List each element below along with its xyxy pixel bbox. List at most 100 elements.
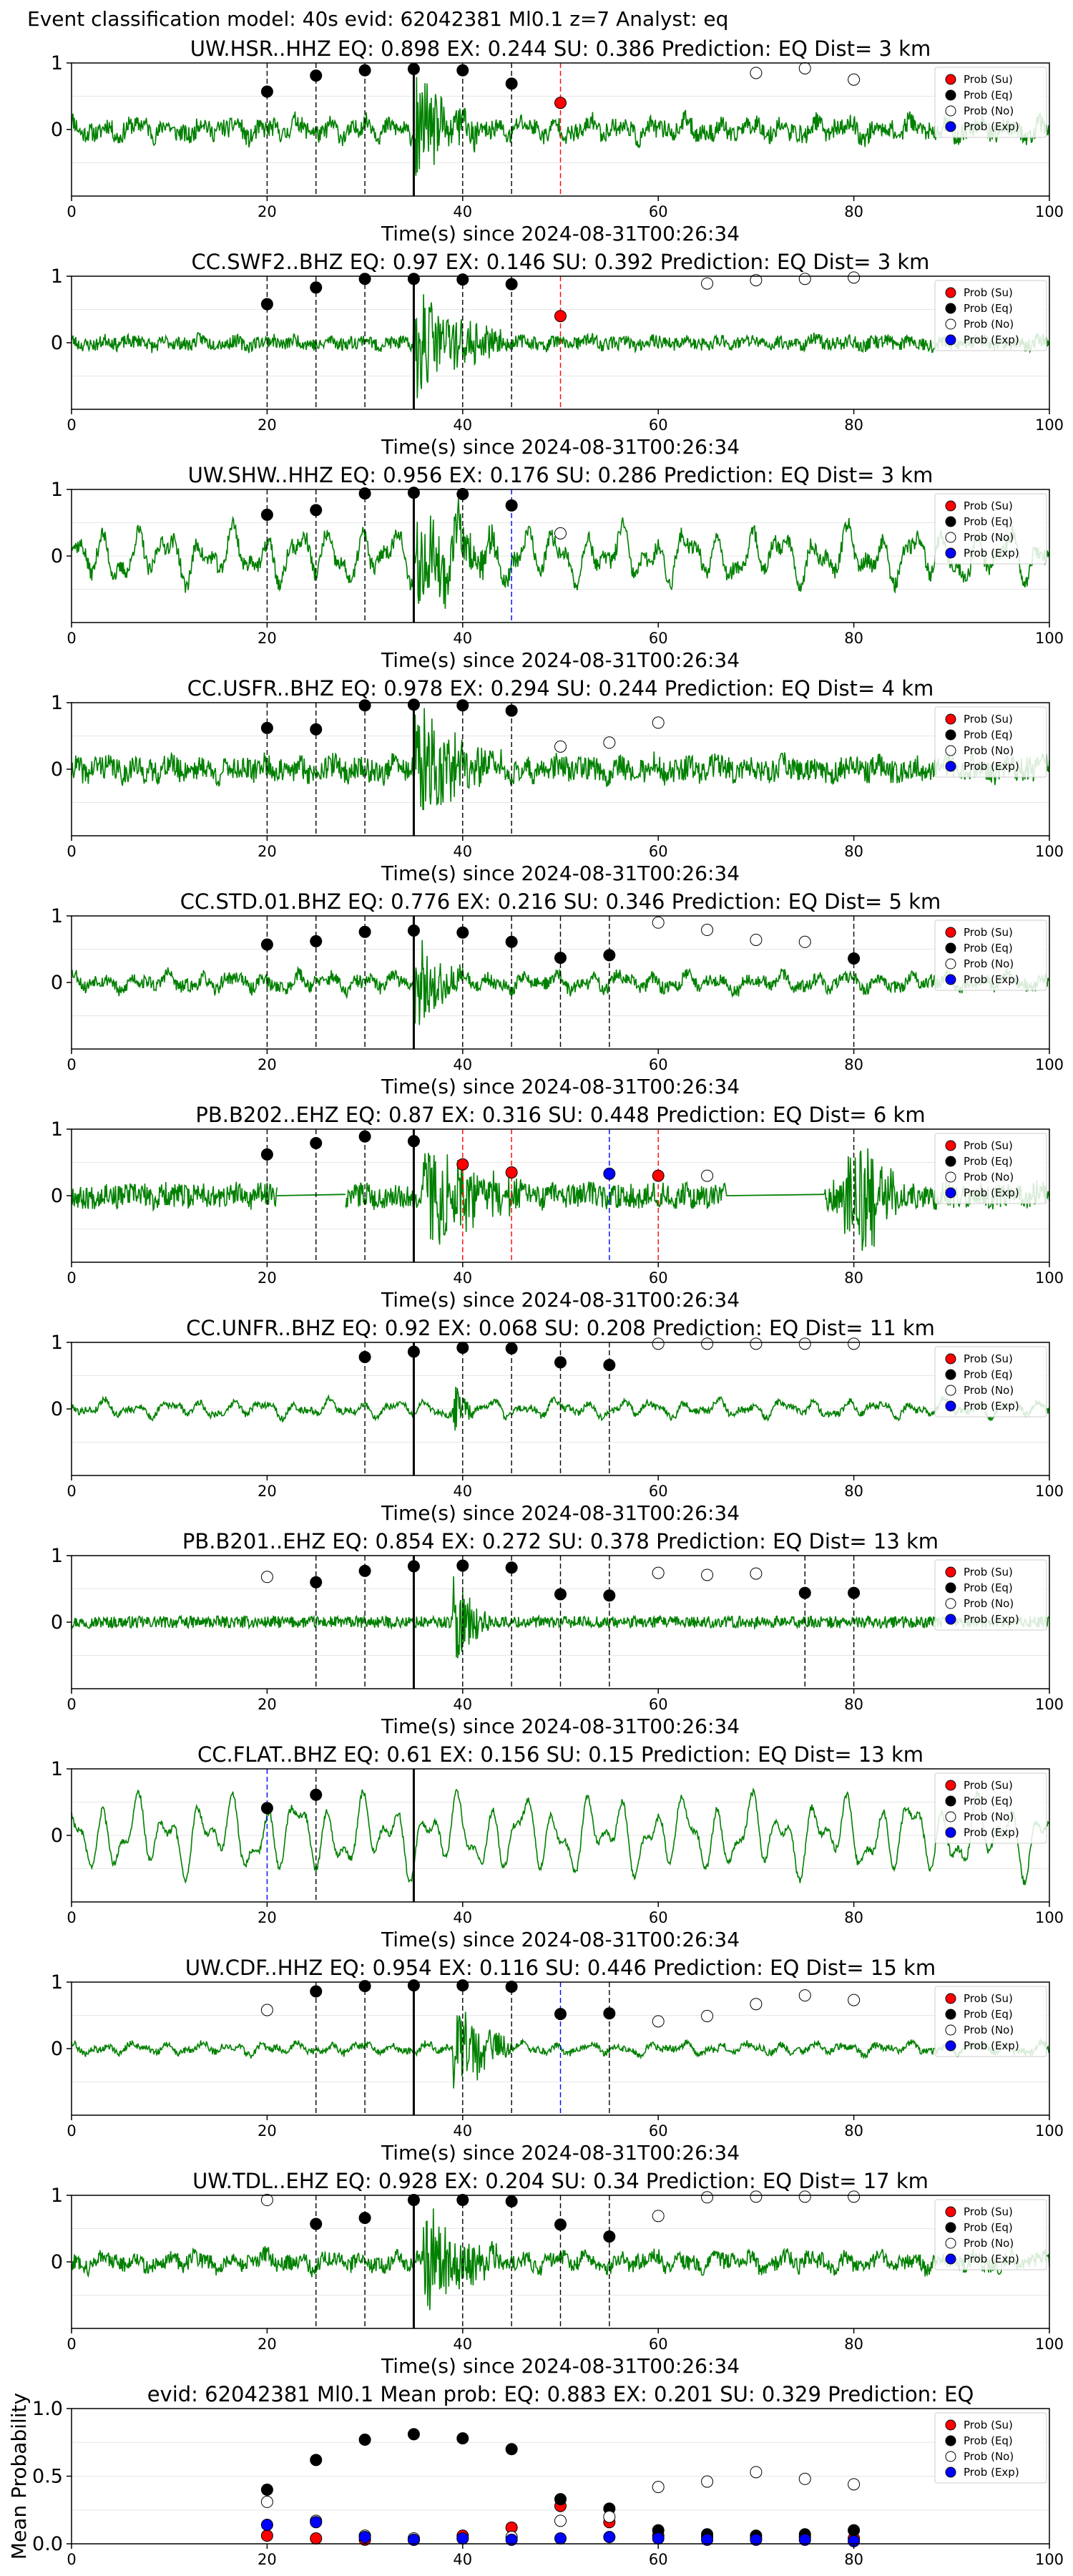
probability-point — [407, 2194, 420, 2207]
legend-label: Prob (Su) — [964, 1352, 1013, 1365]
station-panel: UW.SHW..HHZ EQ: 0.956 EX: 0.176 SU: 0.28… — [51, 463, 1064, 672]
station-panel: UW.CDF..HHZ EQ: 0.954 EX: 0.116 SU: 0.44… — [51, 1956, 1064, 2165]
legend-marker — [945, 1140, 956, 1151]
x-tick-label: 60 — [649, 2122, 668, 2140]
legend-marker — [945, 974, 956, 985]
legend-box — [934, 919, 1047, 991]
legend-label: Prob (Su) — [964, 1139, 1013, 1152]
x-tick-label: 80 — [844, 1483, 863, 1500]
probability-point — [456, 64, 469, 77]
x-axis-label: Time(s) since 2024-08-31T00:26:34 — [381, 1928, 740, 1951]
legend-marker — [945, 1187, 956, 1199]
x-tick-label: 20 — [258, 630, 277, 647]
legend-marker — [945, 2451, 956, 2462]
probability-point — [407, 1560, 420, 1573]
probability-point — [798, 1586, 811, 1599]
probability-point — [603, 1589, 616, 1602]
panel-title: CC.USFR..BHZ EQ: 0.978 EX: 0.294 SU: 0.2… — [187, 676, 934, 701]
x-axis-label: Time(s) since 2024-08-31T00:26:34 — [381, 435, 740, 459]
x-axis-label: Time(s) since 2024-08-31T00:26:34 — [381, 862, 740, 885]
panel-title: CC.UNFR..BHZ EQ: 0.92 EX: 0.068 SU: 0.20… — [186, 1316, 935, 1340]
probability-point — [554, 2008, 567, 2021]
legend-marker — [945, 1369, 956, 1380]
probability-point — [310, 504, 323, 517]
probability-point — [310, 1788, 323, 1801]
y-tick-label: 1 — [51, 1758, 63, 1780]
waveform-trace — [71, 1787, 1050, 1885]
probability-point — [701, 277, 714, 290]
probability-point — [603, 949, 616, 962]
station-panel: PB.B202..EHZ EQ: 0.87 EX: 0.316 SU: 0.44… — [51, 1103, 1064, 1312]
y-tick-label: 1.0 — [32, 2398, 63, 2420]
mean-prob-point — [554, 2532, 567, 2545]
legend-label: Prob (Eq) — [964, 515, 1013, 528]
x-tick-label: 0 — [67, 2122, 76, 2140]
probability-point — [260, 508, 273, 521]
legend-marker — [945, 1156, 956, 1167]
x-tick-label: 100 — [1035, 1909, 1064, 1926]
probability-point — [358, 64, 371, 77]
mean-prob-point — [848, 2478, 861, 2491]
legend-marker — [945, 729, 956, 741]
panel-title: UW.CDF..HHZ EQ: 0.954 EX: 0.116 SU: 0.44… — [185, 1956, 936, 1980]
x-tick-label: 0 — [67, 1056, 76, 1073]
legend-label: Prob (Exp) — [964, 1186, 1019, 1199]
x-tick-label: 100 — [1035, 1483, 1064, 1500]
legend-label: Prob (No) — [964, 318, 1014, 331]
legend-marker — [945, 2238, 956, 2249]
x-tick-label: 80 — [844, 1056, 863, 1073]
legend-label: Prob (Exp) — [964, 1400, 1019, 1413]
x-tick-label: 80 — [844, 1909, 863, 1926]
probability-point — [848, 1337, 861, 1350]
probability-point — [407, 1979, 420, 1992]
probability-point — [505, 1981, 518, 1994]
station-panel: CC.UNFR..BHZ EQ: 0.92 EX: 0.068 SU: 0.20… — [51, 1316, 1064, 1525]
probability-point — [652, 1169, 665, 1182]
legend-box — [934, 1986, 1047, 2057]
legend-box — [934, 493, 1047, 565]
legend-marker — [945, 1795, 956, 1807]
probability-point — [750, 933, 763, 946]
mean-prob-point — [456, 2432, 469, 2445]
probability-point — [554, 97, 567, 109]
legend-marker — [945, 927, 956, 938]
mean-prob-point — [505, 2533, 518, 2546]
legend-marker — [945, 958, 956, 970]
legend-label: Prob (Su) — [964, 286, 1013, 299]
probability-point — [554, 1356, 567, 1369]
x-axis-label: Time(s) since 2024-08-31T00:26:34 — [381, 2354, 740, 2378]
x-tick-label: 80 — [844, 843, 863, 860]
legend-label: Prob (No) — [964, 1597, 1014, 1610]
mean-prob-point — [260, 2483, 273, 2496]
probability-point — [505, 1342, 518, 1355]
x-tick-label: 40 — [453, 2336, 472, 2353]
probability-point — [358, 925, 371, 938]
x-tick-label: 40 — [453, 1909, 472, 1926]
x-tick-label: 20 — [258, 1696, 277, 1713]
legend-label: Prob (Su) — [964, 1779, 1013, 1792]
x-tick-label: 60 — [649, 843, 668, 860]
mean-prob-point — [652, 2532, 665, 2545]
legend-marker — [945, 1993, 956, 2004]
legend-marker — [945, 121, 956, 132]
x-tick-label: 0 — [67, 1696, 76, 1713]
probability-point — [260, 298, 273, 311]
mean-prob-point — [652, 2481, 665, 2494]
legend-marker — [945, 2419, 956, 2431]
x-tick-label: 60 — [649, 416, 668, 434]
x-tick-label: 60 — [649, 2336, 668, 2353]
x-tick-label: 20 — [258, 203, 277, 220]
probability-point — [260, 721, 273, 734]
probability-point — [848, 1994, 861, 2006]
probability-point — [456, 273, 469, 286]
legend-marker — [945, 2040, 956, 2051]
mean-prob-point — [750, 2466, 763, 2479]
probability-point — [456, 699, 469, 712]
station-panel: CC.USFR..BHZ EQ: 0.978 EX: 0.294 SU: 0.2… — [51, 676, 1064, 885]
x-tick-label: 0 — [67, 2551, 76, 2568]
probability-point — [456, 1158, 469, 1171]
x-tick-label: 60 — [649, 1696, 668, 1713]
probability-point — [848, 1586, 861, 1599]
x-tick-label: 100 — [1035, 416, 1064, 434]
y-tick-label: 0 — [51, 1185, 63, 1207]
